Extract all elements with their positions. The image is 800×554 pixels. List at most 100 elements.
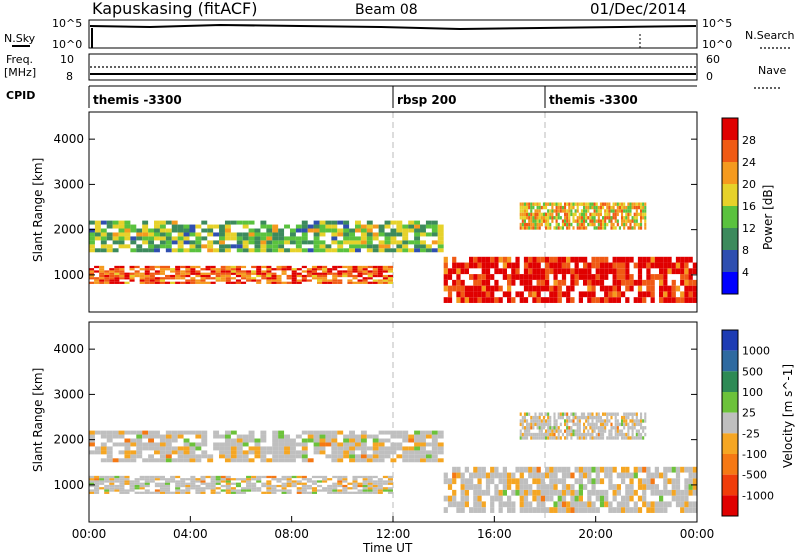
power-cell — [254, 232, 261, 237]
velocity-cell — [494, 489, 499, 496]
power-cell — [604, 285, 609, 292]
power-cell — [578, 256, 583, 263]
velocity-cell — [165, 430, 172, 435]
velocity-cell — [595, 495, 600, 502]
velocity-cell — [159, 491, 165, 494]
power-cell — [195, 272, 201, 275]
velocity-cell — [213, 442, 220, 447]
power-cell — [684, 297, 689, 303]
velocity-cell — [519, 422, 522, 427]
velocity-cell — [408, 446, 415, 451]
velocity-cell — [100, 434, 107, 439]
velocity-cell — [536, 422, 539, 427]
velocity-cell — [284, 454, 290, 459]
power-cell — [599, 297, 605, 303]
power-cell — [129, 274, 135, 278]
power-cell — [251, 272, 257, 275]
velocity-cell — [663, 507, 668, 513]
power-cell — [260, 244, 267, 249]
velocity-cell — [205, 484, 211, 488]
power-cell — [248, 248, 255, 253]
velocity-cell — [536, 495, 541, 502]
power-cell — [165, 220, 172, 225]
velocity-cell — [104, 489, 110, 492]
colorbar-frame — [721, 117, 739, 295]
power-cell — [384, 220, 391, 225]
power-cell — [633, 219, 636, 223]
freq-panel — [88, 53, 698, 81]
power-cell — [139, 274, 145, 278]
velocity-cell — [591, 426, 594, 430]
velocity-cell — [526, 422, 529, 427]
x-tick-label: 20:00 — [578, 527, 613, 541]
power-cell — [355, 240, 361, 245]
power-cell — [534, 226, 537, 230]
power-cell — [100, 240, 107, 245]
velocity-cell — [523, 478, 529, 485]
velocity-cell — [460, 478, 465, 485]
nsearch-tick-bottom: 10^0 — [702, 38, 732, 51]
velocity-cell — [420, 442, 426, 447]
power-cell — [311, 277, 317, 280]
velocity-cell — [190, 487, 196, 490]
velocity-cell — [431, 450, 438, 455]
power-cell — [614, 226, 617, 230]
velocity-cell — [635, 422, 638, 427]
velocity-cell — [570, 484, 575, 490]
power-cell — [118, 236, 125, 241]
power-cell — [149, 281, 155, 284]
power-cell — [286, 274, 292, 278]
velocity-cell — [498, 489, 503, 496]
power-cell — [246, 272, 252, 275]
velocity-cell — [519, 501, 524, 508]
power-cell — [112, 220, 119, 225]
velocity-cell — [542, 415, 545, 420]
velocity-cell — [473, 484, 478, 490]
power-cell — [566, 285, 571, 292]
velocity-cell — [559, 422, 562, 427]
velocity-cell — [625, 484, 630, 490]
power-cell — [130, 236, 137, 241]
velocity-cell — [680, 507, 685, 513]
power-cell — [114, 265, 120, 269]
power-cell — [372, 268, 378, 271]
power-cell — [635, 222, 638, 227]
velocity-cell — [688, 472, 693, 479]
power-cell — [207, 232, 214, 237]
power-cell — [578, 226, 581, 230]
power-cell — [148, 228, 155, 233]
power-cell — [215, 277, 221, 280]
velocity-cell — [286, 491, 292, 494]
velocity-cell — [536, 415, 539, 420]
velocity-cell — [372, 434, 379, 439]
power-cell — [159, 224, 166, 229]
power-cell — [195, 274, 201, 278]
power-cell — [688, 274, 693, 280]
power-cell — [349, 228, 355, 233]
velocity-cell — [242, 442, 249, 447]
velocity-cell — [650, 484, 655, 490]
velocity-cell — [342, 478, 348, 481]
velocity-cell — [295, 450, 302, 455]
power-cell — [236, 220, 243, 225]
power-cell — [583, 209, 586, 213]
velocity-cell — [278, 442, 285, 447]
power-cell — [551, 209, 554, 213]
velocity-cell — [154, 442, 160, 447]
velocity-cell — [210, 487, 216, 490]
velocity-cell — [154, 434, 160, 439]
velocity-cell — [357, 491, 363, 494]
velocity-cell — [349, 438, 355, 443]
velocity-cell — [570, 489, 575, 496]
velocity-cell — [251, 478, 257, 481]
power-cell — [625, 205, 628, 210]
power-cell — [477, 279, 482, 286]
power-cell — [408, 224, 415, 229]
velocity-cell — [528, 489, 533, 496]
velocity-cell — [362, 480, 368, 483]
velocity-cell — [574, 495, 579, 502]
velocity-cell — [614, 412, 617, 416]
velocity-cell — [130, 458, 137, 463]
power-cell — [235, 265, 241, 269]
velocity-cell — [443, 478, 448, 485]
